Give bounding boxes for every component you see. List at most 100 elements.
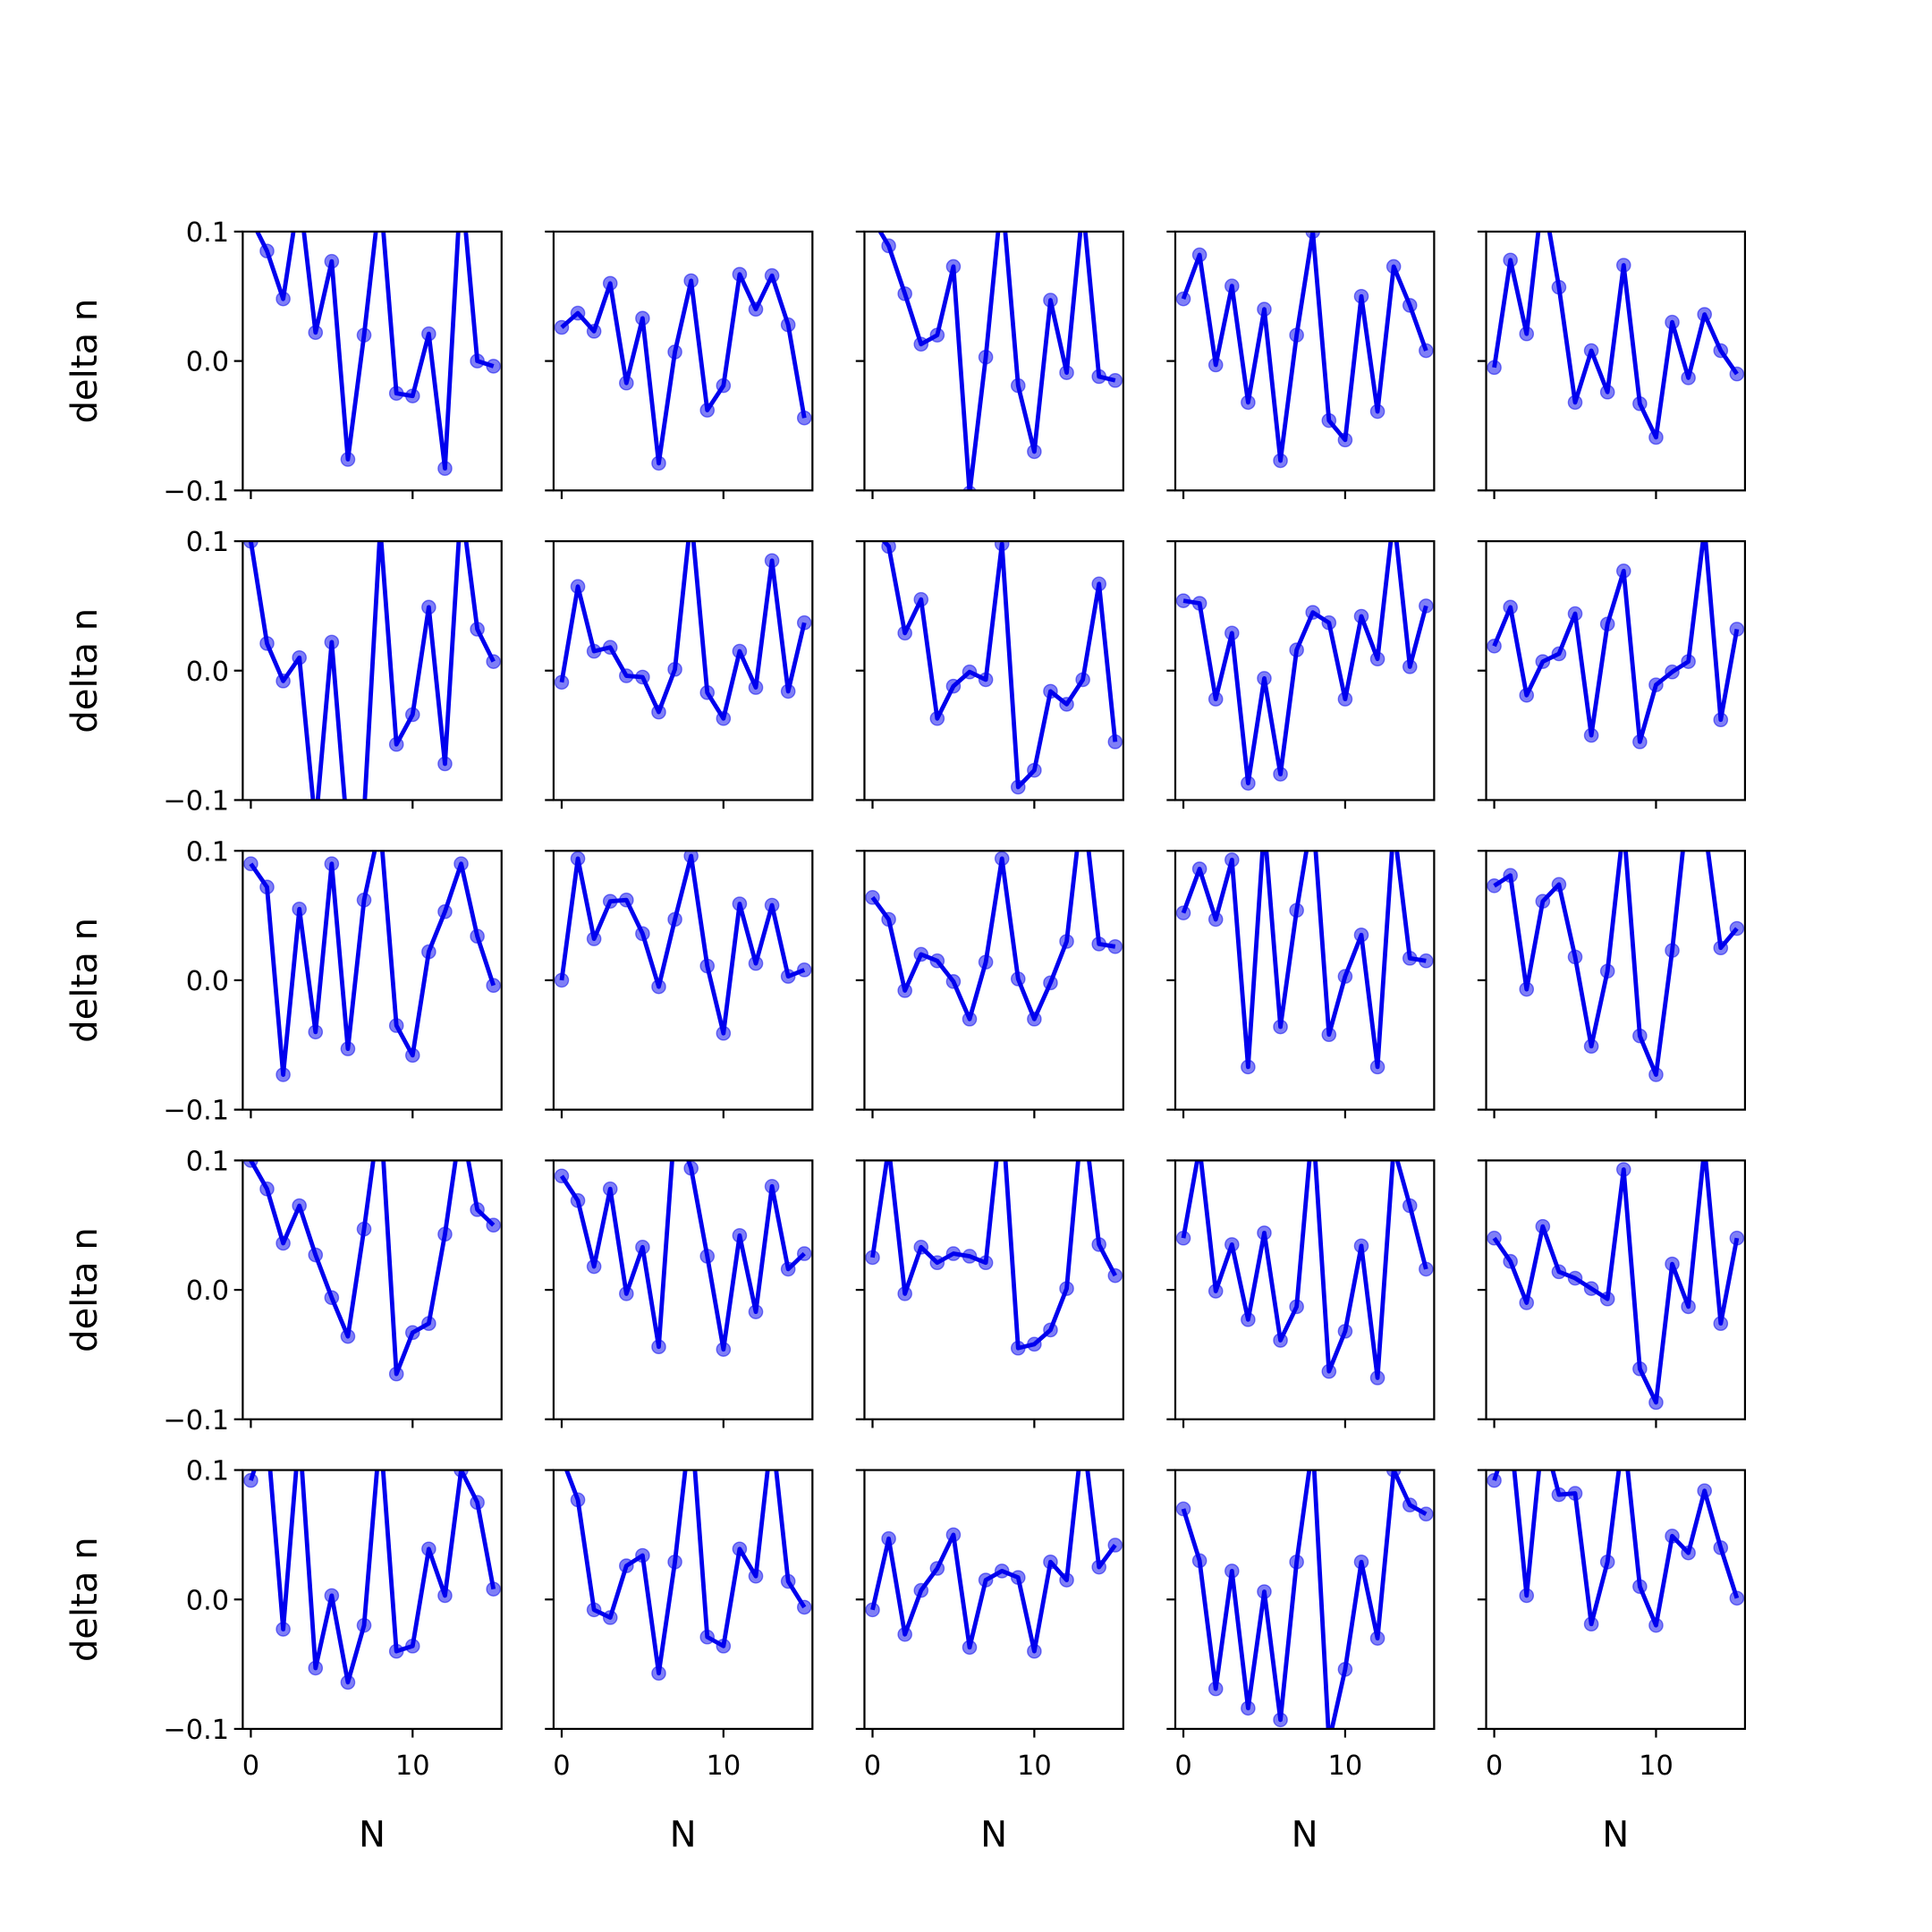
point bbox=[1369, 651, 1385, 667]
point bbox=[1107, 1267, 1123, 1284]
point bbox=[897, 1286, 912, 1301]
point bbox=[1175, 593, 1191, 608]
point bbox=[1224, 852, 1240, 868]
point bbox=[1681, 1299, 1696, 1315]
point bbox=[470, 1495, 485, 1511]
point bbox=[1257, 1584, 1272, 1599]
point bbox=[1503, 1253, 1518, 1269]
point bbox=[421, 1316, 436, 1332]
y-tick-label: 0.1 bbox=[186, 836, 229, 868]
point bbox=[470, 1202, 485, 1217]
point bbox=[929, 327, 945, 343]
point bbox=[1289, 902, 1304, 919]
point bbox=[929, 710, 945, 726]
plot-area bbox=[243, 1470, 502, 1690]
point bbox=[651, 979, 666, 995]
point bbox=[1043, 292, 1058, 308]
point bbox=[1419, 1261, 1434, 1277]
point bbox=[1321, 1363, 1337, 1379]
point bbox=[1519, 1295, 1535, 1310]
point bbox=[1519, 1588, 1535, 1604]
point bbox=[1519, 326, 1535, 342]
x-axis-label: N bbox=[359, 1814, 386, 1855]
point bbox=[1713, 343, 1729, 359]
point bbox=[470, 353, 485, 369]
point bbox=[1369, 1370, 1385, 1385]
y-tick-label: 0.0 bbox=[186, 657, 229, 688]
point bbox=[1337, 969, 1353, 984]
point bbox=[421, 599, 436, 615]
point bbox=[962, 1640, 978, 1656]
plot-area bbox=[554, 267, 812, 471]
point bbox=[619, 668, 634, 683]
point bbox=[780, 1261, 796, 1277]
y-axis-label: delta n bbox=[64, 1537, 106, 1662]
point bbox=[486, 1217, 502, 1233]
point bbox=[1353, 1238, 1369, 1254]
point bbox=[554, 319, 570, 335]
point bbox=[356, 1221, 372, 1237]
subplot: −0.1 0.0 0.1 delta n bbox=[64, 1146, 503, 1436]
point bbox=[1208, 1284, 1224, 1299]
point bbox=[388, 1018, 404, 1033]
point bbox=[404, 1639, 420, 1654]
x-axis-label: N bbox=[1292, 1814, 1318, 1855]
line bbox=[1493, 851, 1739, 1077]
point bbox=[780, 683, 796, 699]
subplot bbox=[545, 230, 814, 499]
point bbox=[764, 897, 780, 913]
point bbox=[1289, 1299, 1304, 1315]
point bbox=[356, 1617, 372, 1633]
point bbox=[619, 1558, 634, 1573]
point bbox=[1713, 712, 1729, 728]
point bbox=[1729, 1590, 1745, 1606]
point bbox=[570, 579, 586, 595]
point bbox=[1241, 394, 1256, 411]
point bbox=[1321, 1027, 1337, 1043]
point bbox=[1599, 1291, 1615, 1307]
point bbox=[259, 636, 275, 651]
point bbox=[1208, 691, 1224, 707]
point bbox=[1487, 877, 1502, 894]
point bbox=[1519, 687, 1535, 703]
subplot bbox=[1477, 539, 1747, 809]
point bbox=[1257, 301, 1272, 318]
plot-area bbox=[877, 231, 1123, 491]
point bbox=[913, 336, 929, 352]
subplot: −0.1 0.0 0.1 delta n bbox=[64, 836, 503, 1127]
point bbox=[865, 890, 880, 905]
point bbox=[1583, 343, 1599, 359]
point bbox=[619, 1286, 634, 1301]
point bbox=[1519, 981, 1535, 997]
plot-area bbox=[1175, 231, 1434, 469]
point bbox=[732, 896, 748, 911]
line bbox=[1181, 851, 1427, 1070]
point bbox=[1551, 1264, 1567, 1280]
point bbox=[1369, 403, 1385, 419]
point bbox=[1567, 1270, 1583, 1286]
point bbox=[340, 452, 356, 467]
point bbox=[1487, 1472, 1502, 1488]
point bbox=[259, 243, 275, 258]
line bbox=[870, 851, 1116, 1021]
point bbox=[667, 911, 682, 928]
plot-area bbox=[881, 541, 1123, 795]
point bbox=[1241, 1312, 1256, 1327]
point bbox=[667, 662, 682, 677]
line bbox=[559, 541, 807, 721]
point bbox=[1273, 767, 1288, 782]
point bbox=[1107, 734, 1123, 750]
point bbox=[1713, 940, 1729, 956]
point bbox=[1059, 1572, 1074, 1588]
line bbox=[249, 851, 496, 1077]
point bbox=[1305, 605, 1321, 620]
x-tick-label: 10 bbox=[1017, 1750, 1052, 1782]
point bbox=[667, 344, 682, 360]
point bbox=[881, 238, 896, 254]
point bbox=[1369, 1059, 1385, 1075]
point bbox=[1713, 1540, 1729, 1555]
point bbox=[881, 911, 896, 928]
line bbox=[559, 1160, 806, 1352]
point bbox=[796, 1599, 812, 1615]
point bbox=[1697, 1483, 1713, 1498]
